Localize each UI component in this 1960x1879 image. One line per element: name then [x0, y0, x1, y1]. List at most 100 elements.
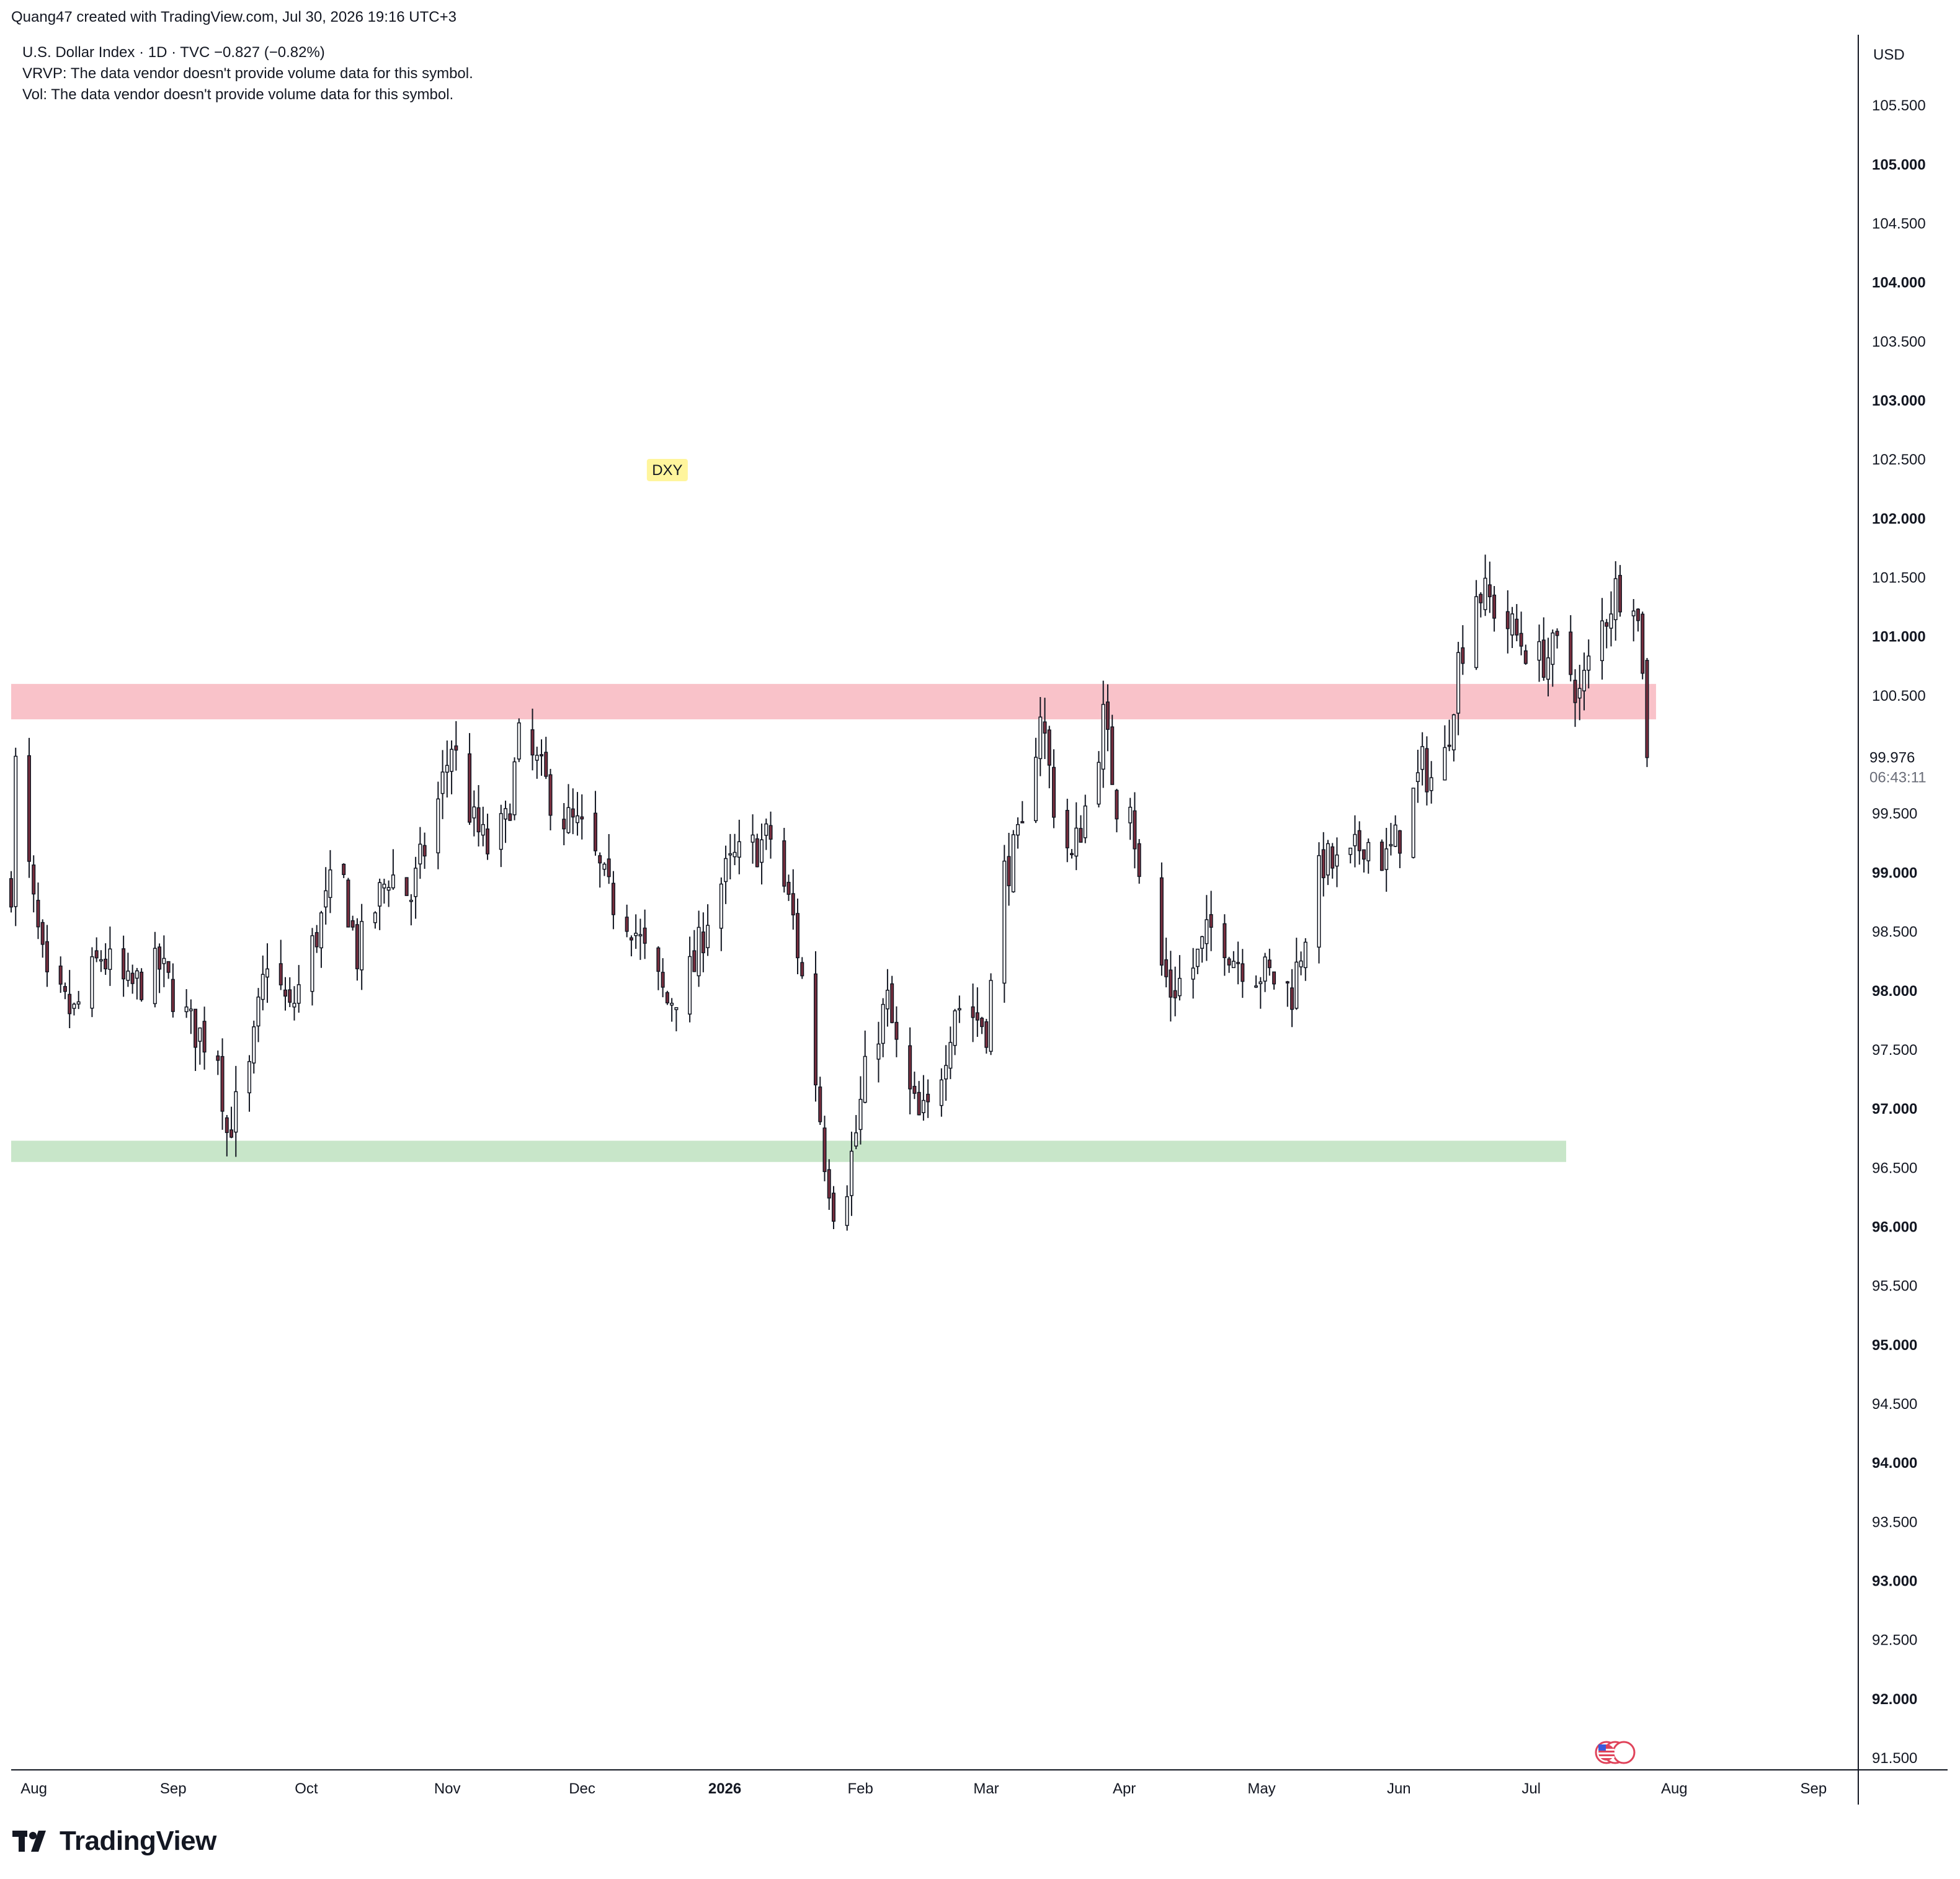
x-tick-label: Sep: [1801, 1780, 1827, 1797]
zones-layer: [11, 683, 1656, 1162]
candle-body: [822, 1127, 827, 1172]
candle-body: [1600, 620, 1604, 662]
y-tick-label: 93.000: [1872, 1573, 1917, 1589]
last-price-label: 99.976: [1869, 750, 1915, 766]
y-tick-label: 95.000: [1872, 1337, 1917, 1354]
candle-body: [863, 1055, 867, 1103]
candle-body: [194, 1008, 198, 1048]
candle-body: [1294, 961, 1299, 1009]
candle-body: [422, 845, 427, 857]
vol-note: Vol: The data vendor doesn't provide vol…: [22, 86, 454, 103]
candle-body: [908, 1045, 912, 1090]
candle-body: [939, 1079, 943, 1106]
candle-body: [948, 1042, 953, 1069]
candle-body: [512, 761, 517, 815]
y-tick-label: 101.000: [1872, 629, 1926, 646]
candle-body: [661, 972, 665, 988]
candle-body: [1429, 777, 1433, 791]
candle-body: [292, 1003, 296, 1008]
candle-body: [1258, 981, 1263, 984]
candle-body: [373, 912, 377, 923]
candle-body: [32, 864, 36, 895]
candle-body: [1443, 747, 1447, 781]
candle-body: [1191, 967, 1195, 980]
candle-body: [1002, 860, 1007, 984]
candle-body: [602, 863, 607, 870]
candle-body: [1173, 990, 1177, 998]
y-tick-label: 99.500: [1872, 806, 1917, 822]
candle-body: [184, 1006, 189, 1013]
y-tick-label: 94.000: [1872, 1455, 1917, 1472]
candle-body: [1546, 657, 1551, 680]
candle-body: [99, 959, 103, 962]
x-tick-label: Aug: [20, 1780, 47, 1797]
candle-body: [1618, 575, 1622, 613]
x-tick-label: Jun: [1387, 1780, 1411, 1797]
candle-body: [1209, 914, 1213, 928]
tradingview-logo-icon: [12, 1831, 46, 1852]
candles-layer: [9, 554, 1649, 1231]
symbol-line[interactable]: U.S. Dollar Index · 1D · TVC −0.827 (−0.…: [22, 44, 325, 61]
candle-body: [971, 1006, 975, 1018]
candle-body: [454, 745, 458, 751]
y-tick-label: 96.000: [1872, 1219, 1917, 1235]
candle-body: [1205, 919, 1209, 944]
y-tick-label: 100.500: [1872, 688, 1926, 704]
candle-body: [1461, 647, 1465, 664]
candle-body: [234, 1091, 238, 1133]
support-zone[interactable]: [11, 1140, 1567, 1162]
candle-body: [63, 986, 67, 992]
y-tick-label: 98.000: [1872, 983, 1917, 1000]
y-tick-label: 97.500: [1872, 1042, 1917, 1059]
x-tick-label: Mar: [973, 1780, 999, 1797]
candle-body: [328, 869, 332, 899]
candle-body: [692, 950, 697, 972]
candle-body: [1636, 608, 1640, 621]
candle-body: [220, 1055, 225, 1112]
candle-body: [1069, 853, 1074, 856]
candle-body: [845, 1196, 849, 1226]
y-tick-label: 102.500: [1872, 451, 1926, 468]
candle-body: [108, 948, 112, 970]
candle-body: [670, 1003, 674, 1006]
candle-body: [791, 893, 795, 916]
candle-body: [450, 748, 454, 772]
currency-label[interactable]: USD: [1873, 47, 1905, 63]
candle-body: [1079, 828, 1083, 843]
price-axis-background: [1858, 0, 1960, 1805]
resistance-zone[interactable]: [11, 683, 1656, 719]
candle-body: [9, 878, 13, 908]
candle-body: [1451, 714, 1456, 750]
candle-body: [342, 863, 346, 875]
candle-body: [324, 890, 328, 908]
candle-body: [1285, 981, 1290, 984]
candle-body: [894, 1021, 899, 1040]
symbol-label: DXY: [652, 462, 682, 479]
candle-body: [1541, 639, 1546, 678]
y-tick-label: 103.000: [1872, 393, 1926, 409]
candle-body: [733, 851, 737, 858]
candle-body: [104, 959, 108, 970]
economic-events-icon[interactable]: [1595, 1741, 1636, 1764]
tradingview-brand-text: TradingView: [60, 1826, 216, 1856]
candle-body: [1645, 660, 1649, 758]
candle-body: [256, 997, 261, 1027]
candle-body: [1569, 631, 1573, 675]
candle-body: [386, 887, 391, 891]
candle-body: [296, 984, 301, 1004]
candle-body: [625, 917, 629, 932]
candle-body: [360, 921, 364, 971]
candle-body: [571, 808, 575, 818]
y-tick-label: 104.000: [1872, 275, 1926, 291]
candle-body: [1577, 688, 1582, 699]
x-tick-label: Jul: [1521, 1780, 1541, 1797]
y-tick-label: 92.000: [1872, 1691, 1917, 1708]
candle-body: [953, 1010, 957, 1046]
candle-body: [1074, 827, 1079, 857]
candle-body: [1097, 762, 1101, 805]
candle-body: [216, 1055, 220, 1061]
tradingview-logo[interactable]: TradingView: [12, 1826, 216, 1857]
candle-body: [225, 1117, 229, 1134]
candle-body: [1016, 824, 1020, 836]
